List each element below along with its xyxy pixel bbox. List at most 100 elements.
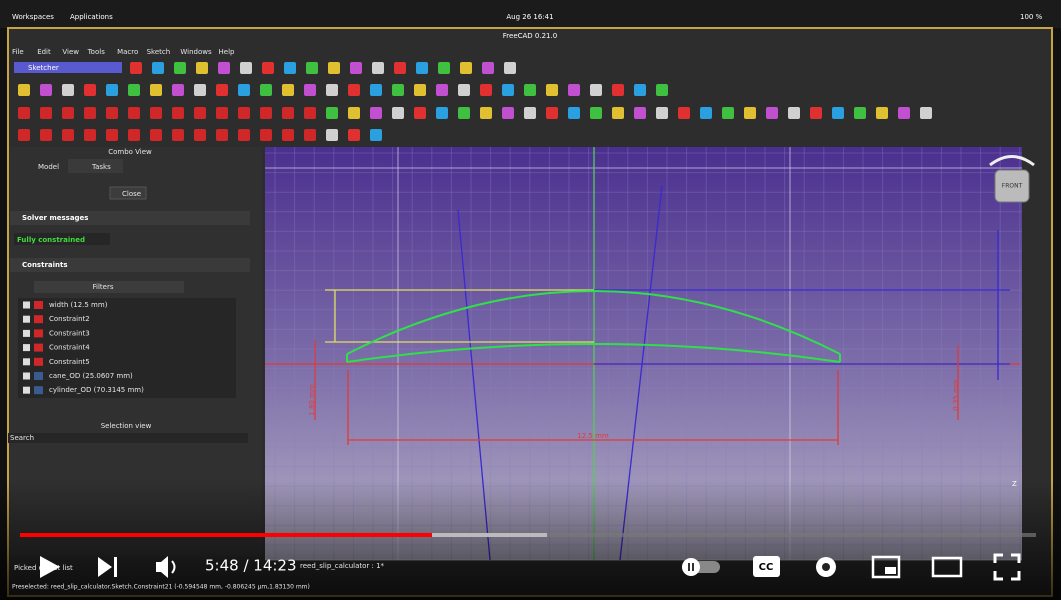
toolbar-icon: [590, 84, 602, 96]
constraint: width (12.5 mm): [49, 301, 108, 309]
constraint: Constraint5: [49, 358, 90, 366]
navcube-face: FRONT: [1002, 183, 1023, 190]
toolbar-icon: [282, 107, 294, 119]
autoplay-toggle[interactable]: [682, 558, 720, 576]
toolbar-icon: [326, 84, 338, 96]
toolbar-icon: [502, 84, 514, 96]
tab: Model: [38, 163, 59, 171]
status-box: [14, 233, 110, 245]
dimension: 12.5 mm: [577, 432, 609, 440]
checkbox: [23, 301, 30, 309]
toolbar-icon: [194, 107, 206, 119]
toolbar-icon: [172, 107, 184, 119]
constraint-icon: [34, 329, 43, 338]
toolbar-icon: [62, 84, 74, 96]
toolbar-icon: [370, 129, 382, 141]
toolbar-icon: [84, 107, 96, 119]
solver-status: Fully constrained: [17, 236, 85, 244]
toolbar-icon: [328, 62, 340, 74]
constraint-icon: [34, 315, 43, 324]
menu-item: File: [12, 48, 24, 56]
constraint-icon: [34, 357, 43, 366]
miniplayer-button[interactable]: [871, 555, 901, 579]
arc: [346, 343, 841, 363]
play-button[interactable]: [40, 556, 60, 578]
workspaces: Workspaces: [12, 13, 54, 21]
toolbar-icon: [40, 129, 52, 141]
toolbar-icon: [394, 62, 406, 74]
toolbar-icon: [370, 84, 382, 96]
toolbar-icon: [656, 84, 668, 96]
toolbar-icon: [284, 62, 296, 74]
toolbar-icon: [40, 107, 52, 119]
toolbar-icon: [238, 84, 250, 96]
top-bar: [0, 0, 1061, 28]
player-shade: [0, 480, 1061, 600]
constraint: cylinder_OD (70.3145 mm): [49, 386, 144, 394]
constraint-icon: [34, 343, 43, 352]
toolbar-icon: [568, 84, 580, 96]
toolbar-icon: [568, 107, 580, 119]
toolbar-icon: [18, 84, 30, 96]
section: [10, 211, 250, 225]
settings-button[interactable]: [816, 557, 836, 577]
toolbar-icon: [238, 129, 250, 141]
menu-item: Tools: [87, 48, 106, 56]
toolbar-icon: [678, 107, 690, 119]
captions-button[interactable]: CC: [753, 556, 780, 577]
next-button[interactable]: [98, 557, 117, 577]
search: Search: [10, 434, 34, 442]
constraints-header: Constraints: [22, 261, 68, 269]
toolbar-icon: [106, 129, 118, 141]
clock: Aug 26 16:41: [506, 13, 553, 21]
filter-box: [34, 281, 184, 293]
constraint: Constraint3: [49, 329, 90, 337]
toolbar-icon: [152, 62, 164, 74]
toolbar-icon: [700, 107, 712, 119]
menu-item: Macro: [117, 48, 138, 56]
arc: [346, 290, 841, 355]
checkbox: [23, 358, 30, 366]
dimension: 1.80 mm: [308, 384, 316, 416]
toolbar-icon: [370, 107, 382, 119]
toolbar-icon: [348, 107, 360, 119]
checkbox: [23, 372, 30, 380]
toolbar-icon: [260, 107, 272, 119]
toolbar-icon: [744, 107, 756, 119]
toolbar-icon: [282, 84, 294, 96]
checkbox: [23, 386, 30, 394]
toolbar-icon: [722, 107, 734, 119]
toolbar-icon: [240, 62, 252, 74]
workbench-select: [14, 62, 122, 73]
toolbar-icon: [436, 84, 448, 96]
toolbar-icon: [854, 107, 866, 119]
close: Close: [122, 190, 141, 198]
toolbar-icon: [260, 84, 272, 96]
toolbar-icon: [876, 107, 888, 119]
menu-item: Edit: [37, 48, 51, 56]
selection-view: Selection view: [101, 422, 152, 430]
toolbar-icon: [524, 84, 536, 96]
toolbar-icon: [84, 129, 96, 141]
toolbar-icon: [128, 129, 140, 141]
theater-button[interactable]: [931, 556, 963, 578]
toolbar-icon: [458, 107, 470, 119]
toolbar-icon: [460, 62, 472, 74]
toolbar-icon: [18, 129, 30, 141]
toolbar-icon: [480, 107, 492, 119]
toolbar-icon: [174, 62, 186, 74]
toolbar-icon: [590, 107, 602, 119]
volume-button[interactable]: [156, 556, 176, 578]
constraint: Constraint4: [49, 344, 90, 352]
tab-active: [68, 159, 123, 173]
fullscreen-button[interactable]: [993, 553, 1021, 581]
toolbar-icon: [128, 107, 140, 119]
toolbar-icon: [502, 107, 514, 119]
toolbar-icon: [920, 107, 932, 119]
toolbar-icon: [436, 107, 448, 119]
toolbar-icon: [326, 129, 338, 141]
constraint-icon: [34, 372, 43, 380]
menu-bar: File Edit View Tools Macro Sketch Windows Help: [12, 48, 235, 56]
toolbar-icon: [438, 62, 450, 74]
